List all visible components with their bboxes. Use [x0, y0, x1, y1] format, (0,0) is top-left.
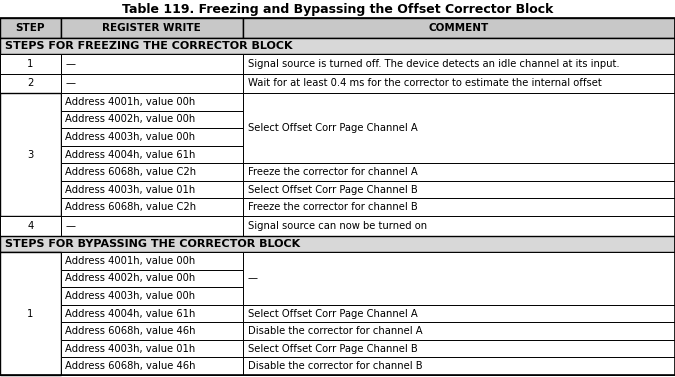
Text: —: — [65, 78, 76, 88]
Text: Signal source is turned off. The device detects an idle channel at its input.: Signal source is turned off. The device … [248, 59, 620, 69]
Bar [243, 54, 675, 74]
Text: Wait for at least 0.4 ms for the corrector to estimate the internal offset: Wait for at least 0.4 ms for the correct… [248, 78, 601, 88]
Text: Address 4001h, value 00h: Address 4001h, value 00h [65, 97, 196, 107]
Bar [61, 93, 243, 111]
Text: 4: 4 [27, 221, 34, 231]
Bar [243, 252, 675, 305]
Bar [61, 111, 243, 128]
Bar [61, 322, 243, 340]
Text: Address 4004h, value 61h: Address 4004h, value 61h [65, 150, 196, 159]
Text: Address 4003h, value 01h: Address 4003h, value 01h [65, 344, 196, 354]
Bar [0, 252, 61, 375]
Bar [61, 163, 243, 181]
Bar [61, 305, 243, 322]
Bar [61, 18, 243, 37]
Bar [243, 305, 675, 322]
Text: 2: 2 [27, 78, 34, 88]
Text: Freeze the corrector for channel A: Freeze the corrector for channel A [248, 167, 417, 177]
Bar [243, 181, 675, 198]
Text: Address 6068h, value C2h: Address 6068h, value C2h [65, 167, 196, 177]
Text: Freeze the corrector for channel B: Freeze the corrector for channel B [248, 202, 417, 212]
Text: Select Offset Corr Page Channel B: Select Offset Corr Page Channel B [248, 185, 417, 195]
Bar [61, 252, 243, 270]
Bar [61, 287, 243, 305]
Bar [0, 93, 61, 216]
Text: Disable the corrector for channel A: Disable the corrector for channel A [248, 326, 423, 336]
Text: STEPS FOR FREEZING THE CORRECTOR BLOCK: STEPS FOR FREEZING THE CORRECTOR BLOCK [5, 41, 292, 51]
Text: STEP: STEP [16, 23, 45, 33]
Bar [61, 340, 243, 357]
Text: STEPS FOR BYPASSING THE CORRECTOR BLOCK: STEPS FOR BYPASSING THE CORRECTOR BLOCK [5, 239, 300, 249]
Bar [0, 216, 61, 236]
Text: Address 4003h, value 00h: Address 4003h, value 00h [65, 132, 196, 142]
Text: 3: 3 [27, 150, 34, 159]
Text: 1: 1 [27, 59, 34, 69]
Bar [243, 357, 675, 375]
Bar [61, 198, 243, 216]
Bar [61, 357, 243, 375]
Text: Select Offset Corr Page Channel B: Select Offset Corr Page Channel B [248, 344, 417, 354]
Bar [61, 74, 243, 93]
Bar [243, 93, 675, 163]
Bar [61, 54, 243, 74]
Bar [243, 340, 675, 357]
Text: —: — [65, 59, 76, 69]
Bar [0, 54, 61, 74]
Bar [0, 18, 61, 37]
Bar [243, 18, 675, 37]
Bar [243, 216, 675, 236]
Text: Signal source can now be turned on: Signal source can now be turned on [248, 221, 427, 231]
Bar [61, 270, 243, 287]
Bar [61, 128, 243, 146]
Text: —: — [248, 273, 258, 284]
Text: Address 4001h, value 00h: Address 4001h, value 00h [65, 256, 196, 266]
Text: Select Offset Corr Page Channel A: Select Offset Corr Page Channel A [248, 308, 417, 319]
Bar [0, 37, 675, 54]
Text: Address 4003h, value 01h: Address 4003h, value 01h [65, 185, 196, 195]
Text: COMMENT: COMMENT [429, 23, 489, 33]
Bar [243, 322, 675, 340]
Text: 1: 1 [27, 308, 34, 319]
Bar [243, 74, 675, 93]
Text: Select Offset Corr Page Channel A: Select Offset Corr Page Channel A [248, 123, 417, 133]
Bar [61, 181, 243, 198]
Text: Disable the corrector for channel B: Disable the corrector for channel B [248, 361, 423, 371]
Bar [243, 163, 675, 181]
Bar [243, 198, 675, 216]
Text: Address 4004h, value 61h: Address 4004h, value 61h [65, 308, 196, 319]
Bar [0, 74, 61, 93]
Text: Address 6068h, value 46h: Address 6068h, value 46h [65, 361, 196, 371]
Text: —: — [65, 221, 76, 231]
Text: Address 4003h, value 00h: Address 4003h, value 00h [65, 291, 196, 301]
Text: Address 6068h, value 46h: Address 6068h, value 46h [65, 326, 196, 336]
Bar [61, 146, 243, 163]
Text: Address 4002h, value 00h: Address 4002h, value 00h [65, 273, 196, 284]
Text: Address 4002h, value 00h: Address 4002h, value 00h [65, 115, 196, 124]
Bar [0, 236, 675, 252]
Text: Table 119. Freezing and Bypassing the Offset Corrector Block: Table 119. Freezing and Bypassing the Of… [122, 3, 554, 15]
Text: REGISTER WRITE: REGISTER WRITE [103, 23, 201, 33]
Text: Address 6068h, value C2h: Address 6068h, value C2h [65, 202, 196, 212]
Bar [61, 216, 243, 236]
